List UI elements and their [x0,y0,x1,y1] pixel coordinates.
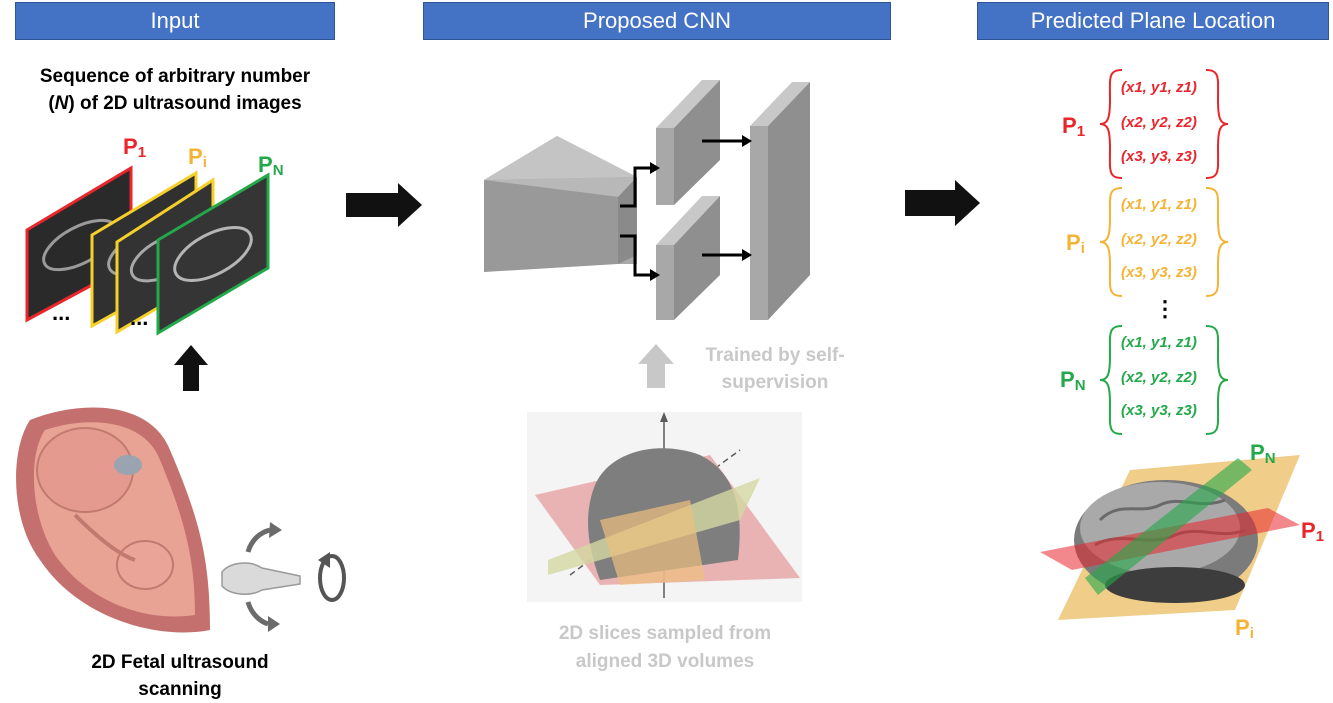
fetus-illustration [16,407,210,633]
pi-coord-1: (x1, y1, z1) [1121,196,1197,213]
trained-caption-line1: Trained by self- [705,345,845,366]
pn-coord-1: (x1, y1, z1) [1121,334,1197,351]
brain-label-pn: PN [1250,440,1276,467]
output-label-pi: Pi [1066,230,1085,257]
arrow-input-to-cnn [346,183,422,227]
trained-caption-line2: supervision [721,372,829,393]
sequence-caption-line1: Sequence of arbitrary number [39,66,311,87]
cnn-architecture [484,80,810,320]
coordinate-braces [1099,69,1229,435]
brain-label-pi: Pi [1235,615,1254,642]
up-arrow [174,345,208,391]
vertical-ellipsis: ⋮ [1154,296,1176,321]
slices-caption-line1: 2D slices sampled from [558,623,772,644]
p1-coord-3: (x3, y3, z3) [1121,148,1197,165]
header-predicted-plane-location: Predicted Plane Location [977,2,1329,40]
p1-coord-2: (x2, y2, z2) [1121,114,1197,131]
frame-label-pi: Pi [188,144,207,171]
sequence-caption-rest: ) of 2D ultrasound images [68,93,302,114]
ultrasound-frame-stack [25,165,270,336]
output-label-p1: P1 [1062,113,1086,140]
scanning-caption-line1: 2D Fetal ultrasound [91,652,269,673]
output-label-pn: PN [1060,367,1086,394]
frame-ellipsis-1: ... [52,300,71,325]
brain-label-p1: P1 [1301,518,1325,545]
arrow-cnn-to-output [905,180,980,226]
scanning-caption-line2: scanning [138,679,222,700]
header-input: Input [15,2,335,40]
pn-coord-3: (x3, y3, z3) [1121,402,1197,419]
p1-coord-1: (x1, y1, z1) [1121,79,1197,96]
self-supervision-arrow [638,344,674,388]
frame-label-pn: PN [258,152,284,179]
sequence-caption-n: N [54,93,69,114]
frame-label-p1: P1 [123,134,147,161]
pi-coord-2: (x2, y2, z2) [1121,231,1197,248]
frame-ellipsis-2: ... [130,305,149,330]
header-proposed-cnn: Proposed CNN [423,2,891,40]
sequence-caption-paren-open: ( [48,93,55,114]
pi-coord-3: (x3, y3, z3) [1121,264,1197,281]
sequence-caption-line2: (N) of 2D ultrasound images [10,93,340,115]
volume-slices-illustration [527,412,802,602]
pn-coord-2: (x2, y2, z2) [1121,369,1197,386]
slices-caption-line2: aligned 3D volumes [575,651,755,672]
ultrasound-probe-icon [221,522,346,632]
brain-planes-illustration [1040,455,1300,620]
